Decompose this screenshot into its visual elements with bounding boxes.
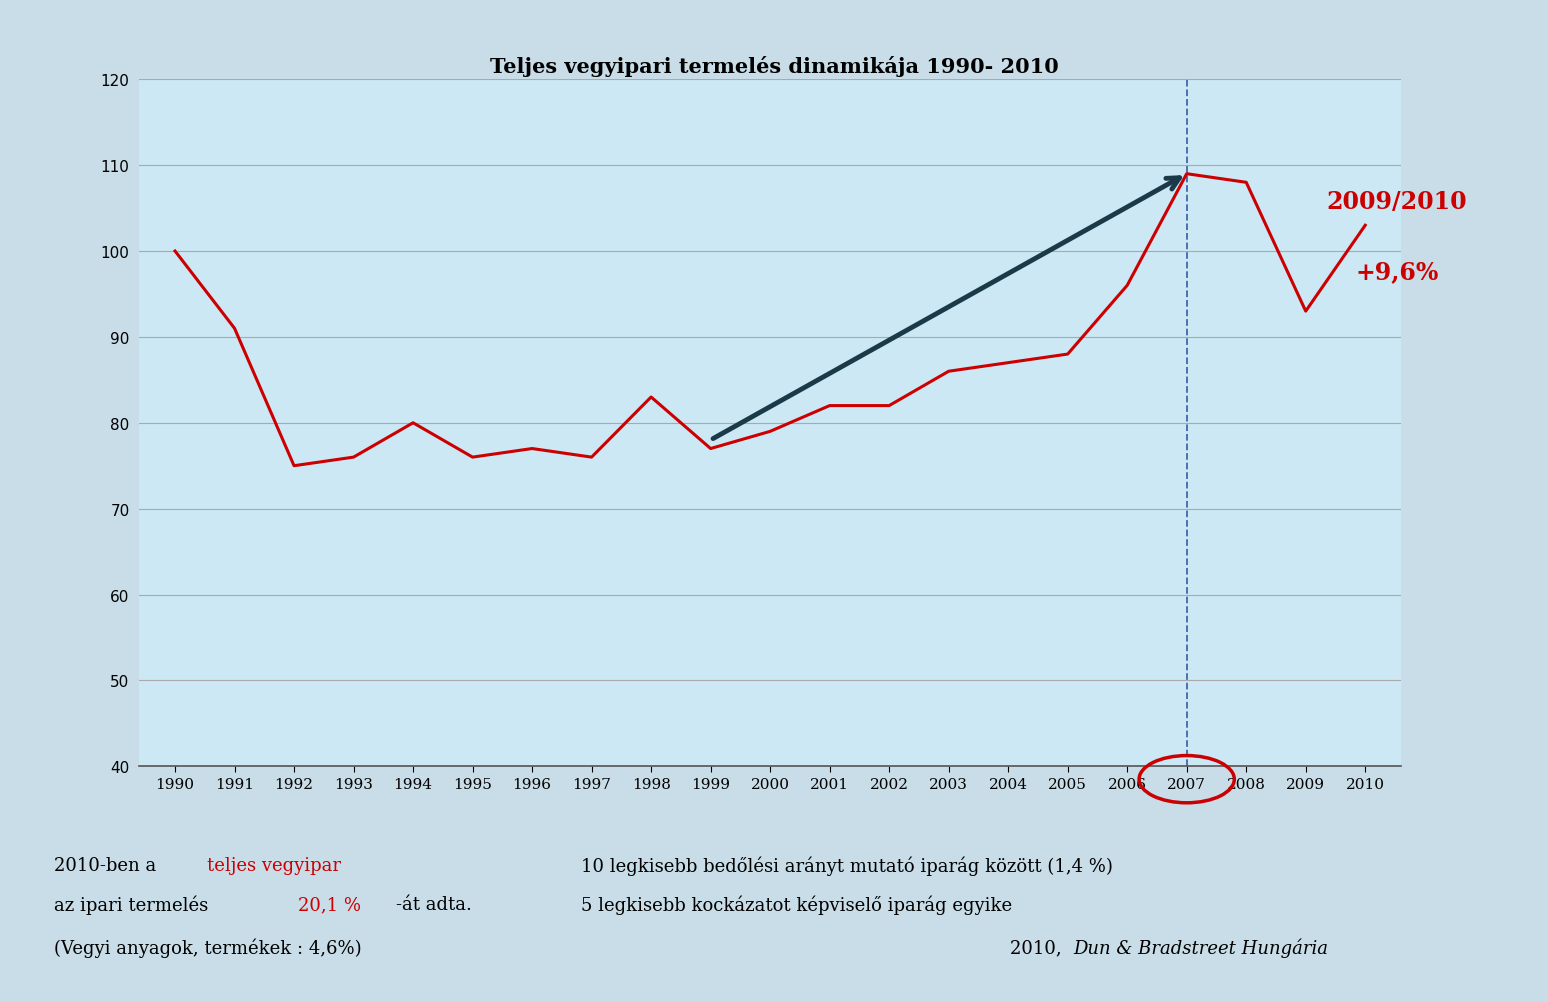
Text: (Vegyi anyagok, termékek : 4,6%): (Vegyi anyagok, termékek : 4,6%)	[54, 938, 362, 958]
Text: 2010-ben a: 2010-ben a	[54, 857, 163, 875]
Text: 2010,: 2010,	[1009, 939, 1067, 957]
Text: 20,1 %: 20,1 %	[297, 896, 361, 913]
Text: 10 legkisebb bedőlési arányt mutató iparág között (1,4 %): 10 legkisebb bedőlési arányt mutató ipar…	[580, 856, 1113, 875]
Text: Dun & Bradstreet Hungária: Dun & Bradstreet Hungária	[1073, 938, 1328, 958]
Text: az ipari termelés: az ipari termelés	[54, 895, 214, 914]
Text: 5 legkisebb kockázatot képviselő iparág egyike: 5 legkisebb kockázatot képviselő iparág …	[580, 895, 1012, 914]
Text: -át adta.: -át adta.	[396, 896, 472, 913]
Text: Teljes vegyipari termelés dinamikája 1990- 2010: Teljes vegyipari termelés dinamikája 199…	[489, 56, 1059, 76]
Text: +9,6%: +9,6%	[1356, 260, 1438, 284]
Text: teljes vegyipar: teljes vegyipar	[207, 857, 342, 875]
Text: 1990 = 100,0: 1990 = 100,0	[726, 95, 822, 109]
Text: 2009/2010: 2009/2010	[1327, 189, 1468, 213]
